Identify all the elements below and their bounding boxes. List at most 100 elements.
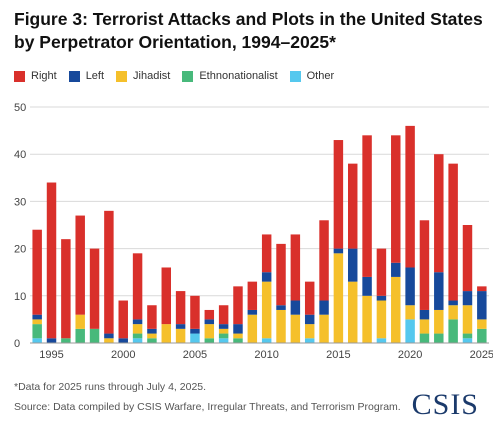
bar-right-2005 xyxy=(190,295,200,329)
bar-ethnonationalist-2025 xyxy=(477,328,487,343)
bar-right-2007 xyxy=(218,305,229,325)
bar-right-1999 xyxy=(104,210,114,334)
bar-left-2015 xyxy=(333,248,344,254)
legend-swatch-other xyxy=(289,70,301,82)
chart-title-line1: Figure 3: Terrorist Attacks and Plots in… xyxy=(14,9,483,29)
bar-left-2001 xyxy=(132,319,143,325)
x-tick-label-2020: 2020 xyxy=(398,349,422,361)
bar-other-2018 xyxy=(376,338,387,343)
bar-left-2004 xyxy=(175,324,186,329)
bar-jihadist-2023 xyxy=(448,305,458,320)
bar-jihadist-2003 xyxy=(161,324,171,343)
bar-jihadist-2001 xyxy=(132,324,143,334)
x-tick-label-2025: 2025 xyxy=(470,349,493,361)
bar-jihadist-2013 xyxy=(304,324,315,339)
y-tick-label-40: 40 xyxy=(14,149,26,161)
bar-right-2002 xyxy=(147,305,157,329)
bar-right-2016 xyxy=(348,163,358,249)
bar-jihadist-2019 xyxy=(391,276,401,343)
y-tick-label-0: 0 xyxy=(14,338,20,350)
legend-swatch-jihadist xyxy=(116,70,128,82)
bar-right-2020 xyxy=(405,125,415,268)
bar-other-2005 xyxy=(190,333,200,343)
bar-left-2008 xyxy=(233,324,243,334)
chart-title: Figure 3: Terrorist Attacks and Plots in… xyxy=(14,8,484,54)
bar-left-2002 xyxy=(147,328,157,334)
bar-ethnonationalist-2024 xyxy=(462,333,473,339)
bar-right-2011 xyxy=(276,243,286,306)
bar-ethnonationalist-1998 xyxy=(89,328,100,343)
bar-other-2013 xyxy=(304,338,315,343)
bar-left-1999 xyxy=(104,333,114,339)
bar-ethnonationalist-2021 xyxy=(419,333,430,343)
bar-ethnonationalist-2002 xyxy=(147,338,157,343)
bar-ethnonationalist-1997 xyxy=(75,328,85,343)
legend-swatch-left xyxy=(68,70,80,82)
bar-right-2022 xyxy=(434,154,444,273)
bar-left-2019 xyxy=(391,262,401,277)
bar-jihadist-2020 xyxy=(405,305,415,320)
x-tick-label-2000: 2000 xyxy=(111,349,135,361)
legend-label-left: Left xyxy=(85,70,105,82)
bar-right-1995 xyxy=(46,182,57,339)
bar-left-2020 xyxy=(405,267,415,306)
bar-left-2013 xyxy=(304,314,315,325)
bar-other-2001 xyxy=(132,338,143,343)
y-tick-label-20: 20 xyxy=(14,244,26,256)
x-tick-label-2015: 2015 xyxy=(326,349,350,361)
bar-left-2018 xyxy=(376,295,387,301)
bar-left-2012 xyxy=(290,300,301,315)
bar-right-2001 xyxy=(132,253,143,320)
csis-logo: CSIS xyxy=(411,388,479,421)
bar-right-1994 xyxy=(32,229,42,315)
y-tick-label-50: 50 xyxy=(14,102,26,114)
bar-jihadist-1994 xyxy=(32,319,42,325)
bar-other-2007 xyxy=(218,338,229,343)
bar-right-2004 xyxy=(175,291,186,325)
legend-item-ethnonationalist: Ethnonationalist xyxy=(182,70,278,82)
bar-right-2018 xyxy=(376,248,387,296)
legend-label-other: Other xyxy=(306,70,335,82)
x-tick-label-1995: 1995 xyxy=(39,349,63,361)
bar-right-1998 xyxy=(89,248,100,329)
bar-left-2011 xyxy=(276,305,286,310)
footnote: *Data for 2025 runs through July 4, 2025… xyxy=(14,381,207,393)
bar-other-2020 xyxy=(405,319,415,343)
bar-jihadist-2017 xyxy=(362,295,372,343)
bar-jihadist-2012 xyxy=(290,314,301,343)
bar-left-2024 xyxy=(462,291,473,306)
bar-left-2014 xyxy=(319,300,329,315)
bar-right-2008 xyxy=(233,286,243,325)
bar-left-2021 xyxy=(419,309,430,320)
bar-ethnonationalist-1994 xyxy=(32,324,42,339)
bar-right-2003 xyxy=(161,267,171,325)
x-tick-label-2005: 2005 xyxy=(183,349,207,361)
bar-jihadist-2008 xyxy=(233,333,243,339)
bar-right-2015 xyxy=(333,140,344,249)
bar-jihadist-2024 xyxy=(462,305,473,334)
bar-right-2006 xyxy=(204,309,215,320)
bar-left-2005 xyxy=(190,328,200,334)
bar-ethnonationalist-2023 xyxy=(448,319,458,343)
bar-right-1997 xyxy=(75,215,85,315)
bar-right-2024 xyxy=(462,225,473,292)
bar-right-2009 xyxy=(247,281,258,310)
bar-jihadist-2009 xyxy=(247,314,258,343)
legend-label-ethnonationalist: Ethnonationalist xyxy=(199,70,278,82)
bar-right-2017 xyxy=(362,135,372,277)
bar-ethnonationalist-2006 xyxy=(204,338,215,343)
bar-right-2012 xyxy=(290,234,301,301)
bar-left-2023 xyxy=(448,300,458,306)
bar-ethnonationalist-2001 xyxy=(132,333,143,339)
legend-item-right: Right xyxy=(14,70,57,82)
legend-label-jihadist: Jihadist xyxy=(133,70,171,82)
bar-jihadist-2025 xyxy=(477,319,487,329)
bar-right-1996 xyxy=(61,239,71,339)
bar-other-2010 xyxy=(261,338,272,343)
bar-other-2024 xyxy=(462,338,473,343)
bar-jihadist-2022 xyxy=(434,309,444,334)
bar-jihadist-2007 xyxy=(218,328,229,334)
x-tick-label-2010: 2010 xyxy=(254,349,278,361)
bar-jihadist-2004 xyxy=(175,328,186,343)
bar-left-1994 xyxy=(32,314,42,320)
